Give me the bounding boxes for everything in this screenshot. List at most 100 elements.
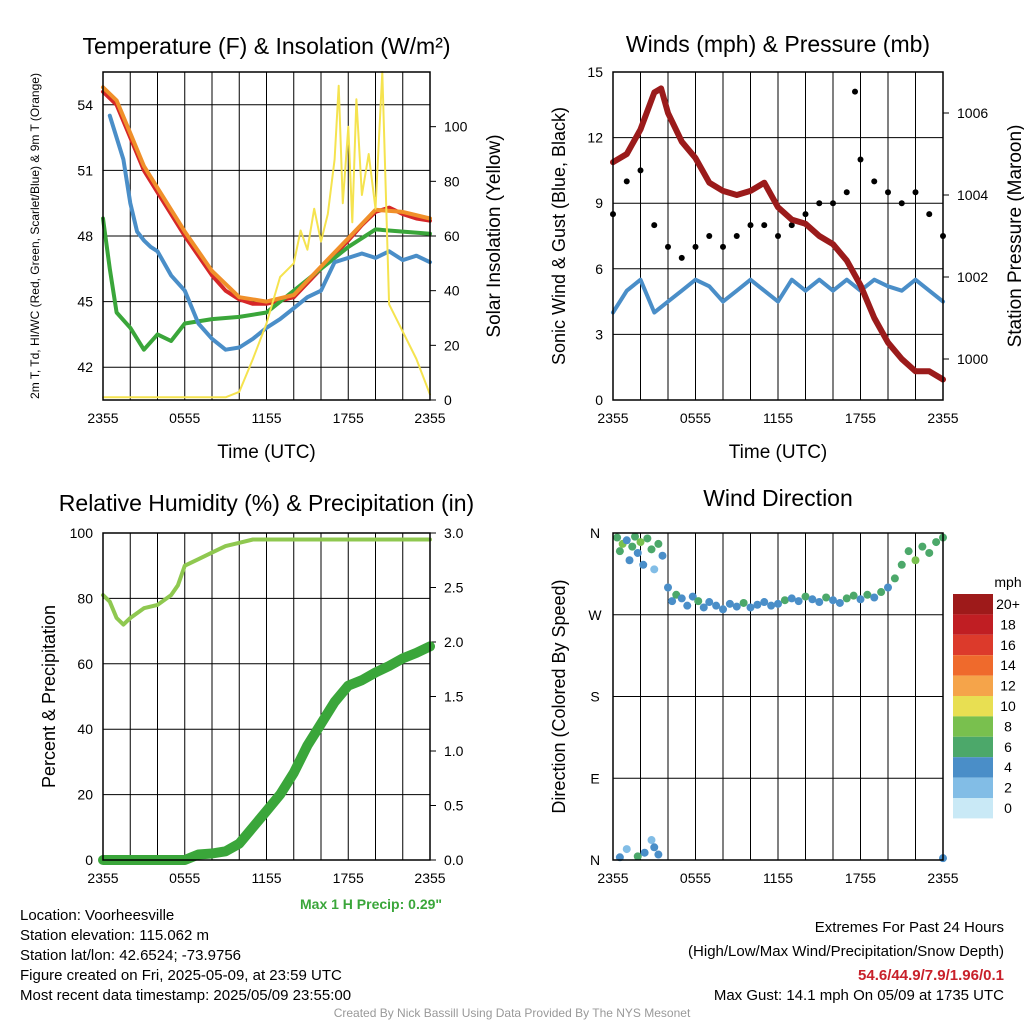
panel-title: Wind Direction	[703, 485, 853, 511]
wind-direction-point	[647, 836, 656, 845]
colorbar-swatch	[953, 798, 993, 819]
series-line-sonic-wind	[611, 277, 945, 315]
extremes-info: Extremes For Past 24 Hours (High/Low/Max…	[688, 918, 1004, 1006]
y-tick-label-right: 0.0	[444, 852, 464, 868]
colorbar-swatch	[953, 716, 993, 737]
wind-direction-point	[829, 596, 837, 605]
wind-direction-point	[628, 542, 637, 551]
wind-direction-point	[677, 594, 686, 603]
colorbar-swatch	[953, 757, 993, 778]
plot-frame	[612, 71, 944, 401]
y-tick-label: 3	[595, 326, 603, 342]
gust-point	[733, 233, 740, 239]
wind-direction-point	[705, 598, 714, 607]
wind-direction-point	[712, 601, 721, 610]
x-tick-label: 0555	[169, 410, 200, 426]
wind-direction-point	[650, 843, 659, 852]
gust-point	[852, 88, 858, 95]
panel-title: Temperature (F) & Insolation (W/m²)	[82, 33, 450, 59]
wind-direction-point	[664, 583, 672, 592]
colorbar-swatch	[953, 736, 993, 758]
y-tick-label-right: 1.0	[444, 743, 464, 759]
x-tick-label: 1755	[845, 870, 876, 886]
y-tick-label-right: 0.5	[444, 798, 464, 814]
series-line-relative-humidity	[101, 537, 432, 627]
wind-direction-point	[753, 600, 762, 609]
colorbar-tick-label: 16	[1000, 637, 1016, 653]
y-tick-label: 51	[77, 162, 93, 178]
colorbar-tick-label: 14	[1000, 657, 1016, 673]
wind-direction-point	[683, 601, 692, 610]
y-tick-label-right: 40	[444, 283, 460, 299]
wind-direction-point	[650, 565, 659, 574]
extremes-values: 54.6/44.9/7.9/1.96/0.1	[858, 967, 1004, 984]
gust-point	[802, 211, 809, 218]
x-axis-label: Time (UTC)	[729, 442, 828, 463]
x-tick-label: 1155	[251, 870, 281, 886]
series-line-heat-index-wind-chill	[107, 113, 432, 352]
series-line-precipitation	[98, 641, 435, 865]
y-tick-label-right: 1.5	[444, 689, 464, 705]
wind-direction-point	[643, 534, 652, 543]
y-tick-label-right: 2.0	[444, 634, 464, 650]
gust-point	[816, 200, 823, 207]
colorbar-unit-label: mph	[994, 574, 1021, 590]
y-tick-label: 45	[77, 294, 93, 310]
x-tick-label: 0555	[169, 870, 200, 886]
y-tick-label: N	[590, 852, 600, 868]
wind-direction-point	[732, 602, 741, 611]
recent-text: Most recent data timestamp: 2025/05/09 2…	[20, 987, 352, 1004]
wind-direction-point	[925, 548, 934, 557]
y-axis-label: Direction (Colored By Speed)	[549, 579, 569, 813]
y-tick-label: N	[590, 525, 600, 541]
y-tick-label: 0	[85, 852, 93, 868]
wind-direction-point	[631, 532, 639, 541]
colorbar-tick-label: 20+	[996, 596, 1020, 612]
y-tick-label: 20	[77, 787, 93, 803]
wind-direction-point	[808, 595, 817, 604]
y-tick-label-right: 20	[444, 337, 460, 353]
max-gust-text: Max Gust: 14.1 mph On 05/09 at 1735 UTC	[713, 987, 1004, 1004]
colorbar-swatch	[953, 675, 993, 696]
x-tick-label: 1755	[333, 410, 364, 426]
wind-direction-point	[694, 597, 703, 606]
wind-direction-point	[801, 592, 810, 601]
y-tick-label-right: 0	[444, 392, 452, 408]
x-tick-label: 2355	[927, 870, 958, 886]
x-tick-label: 1155	[251, 410, 281, 426]
elevation-text: Station elevation: 115.062 m	[20, 927, 210, 944]
gust-point	[885, 189, 891, 196]
plot-frame	[102, 71, 431, 401]
wind-direction-point	[622, 845, 631, 854]
wind-direction-point	[884, 583, 892, 592]
wind-direction-point	[932, 538, 941, 547]
wind-direction-point	[633, 852, 642, 861]
location-text: Location: Voorheesville	[20, 907, 175, 924]
credit-text: Created By Nick Bassill Using Data Provi…	[333, 1006, 691, 1020]
y-tick-label: 54	[77, 97, 93, 113]
x-tick-label: 2355	[927, 410, 958, 426]
x-tick-label: 2355	[414, 410, 445, 426]
wind-direction-point	[767, 601, 776, 610]
plot-frame	[612, 532, 944, 861]
x-tick-label: 2355	[87, 870, 118, 886]
colorbar-tick-label: 2	[1004, 780, 1012, 796]
wind-direction-point	[787, 594, 796, 603]
gust-point	[637, 167, 644, 174]
wind-direction-point	[640, 848, 649, 857]
wind-direction-point	[815, 598, 824, 607]
y-tick-label: 60	[77, 656, 93, 672]
colorbar-tick-label: 0	[1004, 800, 1012, 816]
y-tick-label-right: 1002	[957, 269, 988, 285]
colorbar-tick-label: 10	[1000, 698, 1016, 714]
gust-point	[912, 189, 919, 196]
colorbar-tick-label: 8	[1004, 718, 1012, 734]
wind-direction-point	[739, 598, 748, 607]
wind-direction-point	[849, 591, 858, 600]
x-tick-label: 1755	[333, 870, 364, 886]
latlon-text: Station lat/lon: 42.6524; -73.9756	[20, 947, 242, 964]
wind-direction-point	[918, 542, 927, 551]
x-axis-label: Time (UTC)	[217, 442, 316, 463]
y-tick-label: 48	[77, 228, 93, 244]
gust-point	[692, 243, 699, 250]
